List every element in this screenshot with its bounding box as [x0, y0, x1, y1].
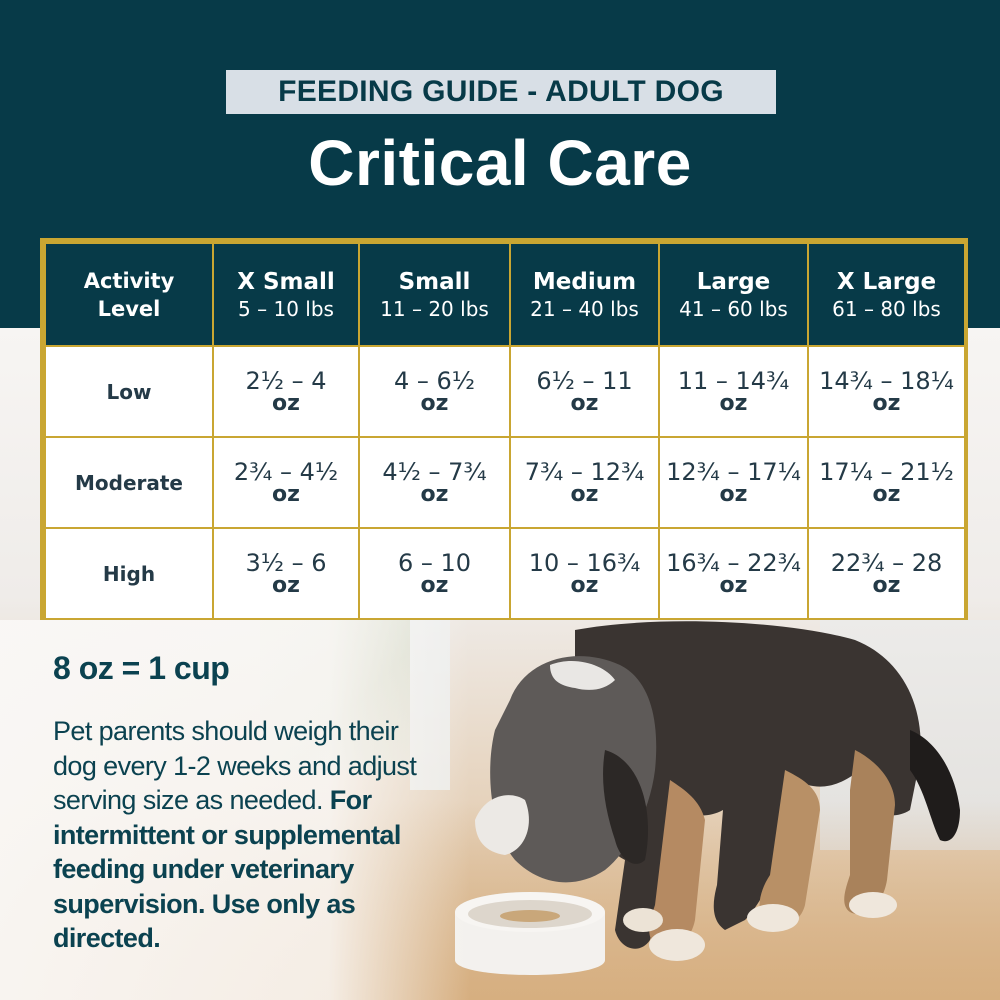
table-cell: 17¼ – 21½ oz — [807, 436, 966, 529]
text-backdrop — [0, 620, 470, 1000]
table-cell: 12¾ – 17¼ oz — [658, 436, 809, 529]
row-label: Low — [44, 345, 214, 438]
subtitle-banner: FEEDING GUIDE - ADULT DOG — [226, 70, 776, 114]
header-large: Large 41 – 60 lbs — [658, 242, 809, 347]
cup-conversion-note: 8 oz = 1 cup — [53, 650, 230, 686]
table-cell: 4 – 6½ oz — [358, 345, 511, 438]
table-row-low: Low 2½ – 4 oz 4 – 6½ oz 6½ – 11 oz 11 – 14¾… — [44, 345, 966, 438]
header-medium: Medium 21 – 40 lbs — [509, 242, 660, 347]
row-label: High — [44, 527, 214, 620]
feeding-table: Activity Level X Small 5 – 10 lbs Small … — [44, 242, 966, 620]
table-cell: 11 – 14¾ oz — [658, 345, 809, 438]
table-cell: 22¾ – 28 oz — [807, 527, 966, 620]
dog-eating-photo — [455, 621, 960, 975]
header-x-small: X Small 5 – 10 lbs — [212, 242, 360, 347]
table-cell: 2¾ – 4½ oz — [212, 436, 360, 529]
table-cell: 6 – 10 oz — [358, 527, 511, 620]
table-cell: 10 – 16¾ oz — [509, 527, 660, 620]
table-cell: 4½ – 7¾ oz — [358, 436, 511, 529]
subtitle: FEEDING GUIDE - ADULT DOG — [278, 75, 724, 108]
header-x-large: X Large 61 – 80 lbs — [807, 242, 966, 347]
page-title: Critical Care — [308, 127, 692, 199]
table-cell: 7¾ – 12¾ oz — [509, 436, 660, 529]
header-small: Small 11 – 20 lbs — [358, 242, 511, 347]
instructions-regular: Pet parents should weigh their dog every… — [53, 716, 417, 815]
table-cell: 2½ – 4 oz — [212, 345, 360, 438]
table-row-moderate: Moderate 2¾ – 4½ oz 4½ – 7¾ oz 7¾ – 12¾ oz … — [44, 436, 966, 529]
instructions-bold: For intermittent or supplemental feeding… — [53, 785, 401, 953]
feeding-table-container: Activity Level X Small 5 – 10 lbs Small … — [40, 238, 968, 620]
table-cell: 3½ – 6 oz — [212, 527, 360, 620]
table-cell: 16¾ – 22¾ oz — [658, 527, 809, 620]
feeding-instructions: Pet parents should weigh their dog every… — [53, 714, 433, 956]
table-row-high: High 3½ – 6 oz 6 – 10 oz 10 – 16¾ oz 16¾ – … — [44, 527, 966, 620]
header-activity-level: Activity Level — [44, 242, 214, 347]
table-header-row: Activity Level X Small 5 – 10 lbs Small … — [44, 242, 966, 347]
row-label: Moderate — [44, 436, 214, 529]
table-cell: 14¾ – 18¼ oz — [807, 345, 966, 438]
table-cell: 6½ – 11 oz — [509, 345, 660, 438]
